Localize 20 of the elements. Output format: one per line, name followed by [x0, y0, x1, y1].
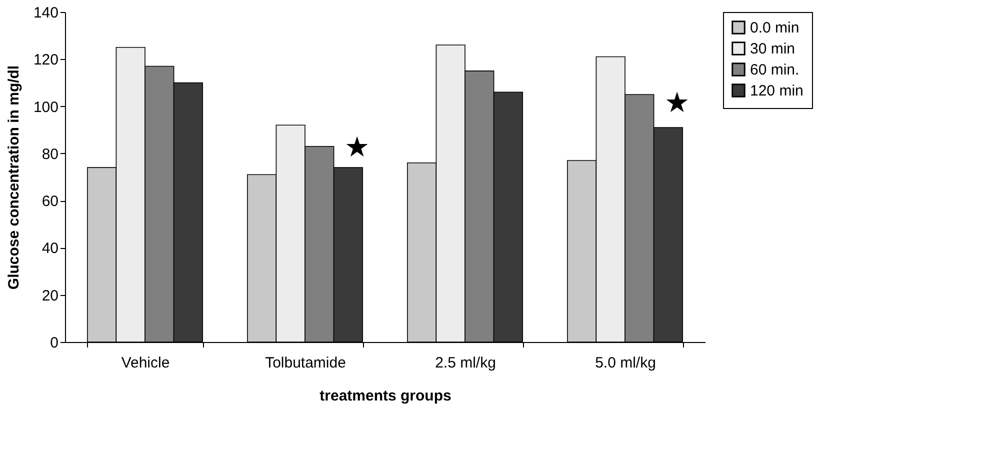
x-tick-label: Vehicle	[121, 354, 170, 372]
legend-label: 120 min	[750, 82, 804, 100]
x-tick-label: 5.0 ml/kg	[595, 354, 656, 372]
legend-label: 60 min.	[750, 62, 800, 78]
y-tick-label: 80	[42, 146, 58, 163]
x-tick-label: Tolbutamide	[265, 354, 346, 372]
y-tick-label: 60	[42, 193, 58, 210]
y-axis-title: Glucose concentration in mg/dl	[5, 65, 22, 290]
legend-label: 30 min	[750, 40, 796, 58]
annotation: ★	[344, 130, 370, 164]
legend-label: 0.0 min	[750, 20, 800, 36]
y-tick-label: 20	[42, 287, 58, 304]
y-tick-label: 100	[33, 98, 58, 116]
y-tick-label: 120	[33, 52, 58, 69]
y-tick-label: 0	[50, 334, 58, 352]
annotation: ★	[664, 86, 690, 119]
y-tick-label: 40	[42, 240, 58, 258]
y-tick-label: 140	[33, 4, 58, 22]
x-tick-label: 2.5 ml/kg	[435, 354, 496, 372]
x-axis-title: treatments groups	[320, 388, 452, 404]
